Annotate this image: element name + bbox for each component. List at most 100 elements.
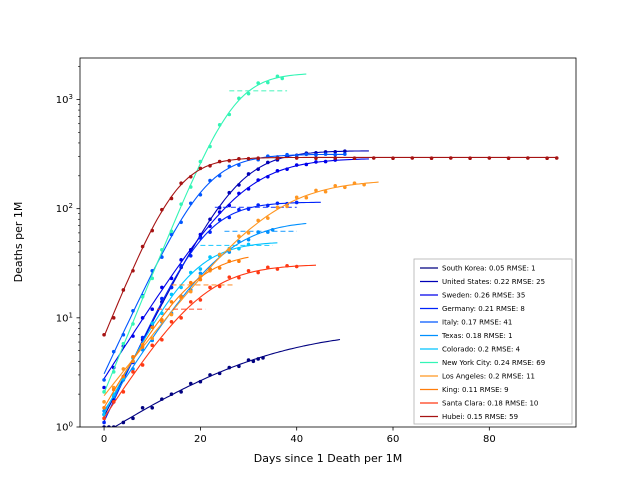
- data-point: [198, 267, 203, 271]
- legend-label: Santa Clara: 0.18 RMSE: 10: [442, 400, 538, 408]
- data-point: [256, 81, 260, 85]
- legend-item-king: King: 0.11 RMSE: 9: [420, 386, 509, 394]
- data-point: [256, 178, 260, 182]
- data-point: [198, 192, 203, 197]
- data-point: [121, 341, 126, 346]
- legend-label: Colorado: 0.2 RMSE: 4: [442, 346, 521, 354]
- data-point: [545, 156, 549, 160]
- data-point: [160, 247, 164, 252]
- data-point: [280, 76, 285, 81]
- data-point: [246, 268, 251, 273]
- data-point: [227, 275, 232, 279]
- data-point: [266, 80, 270, 85]
- data-point: [140, 345, 145, 349]
- data-point: [217, 284, 222, 289]
- data-point: [506, 156, 511, 160]
- data-point: [188, 280, 193, 285]
- data-point: [333, 149, 338, 154]
- x-tick-label: 80: [483, 434, 496, 445]
- data-point: [343, 185, 347, 190]
- data-point: [294, 264, 299, 269]
- data-point: [150, 276, 155, 281]
- data-point: [121, 420, 126, 425]
- data-point: [102, 425, 106, 427]
- data-point: [102, 385, 106, 390]
- fit-line: [103, 264, 317, 419]
- data-point: [362, 182, 366, 187]
- data-point: [237, 191, 241, 196]
- data-point: [275, 169, 280, 173]
- data-point: [121, 367, 126, 371]
- data-point: [256, 270, 260, 275]
- data-point: [188, 185, 193, 189]
- data-point: [285, 152, 289, 157]
- data-point: [314, 153, 318, 157]
- series-santa-clara: [102, 263, 317, 421]
- data-point: [102, 420, 106, 425]
- data-point: [429, 156, 434, 160]
- data-point: [169, 392, 174, 396]
- data-point: [198, 271, 203, 276]
- fit-line: [103, 181, 379, 397]
- y-tick-label: 102: [56, 202, 73, 215]
- data-point: [275, 74, 280, 79]
- series-germany: [102, 200, 321, 425]
- data-point: [246, 91, 251, 96]
- data-point: [256, 203, 260, 207]
- data-point: [352, 181, 357, 186]
- data-point: [208, 255, 212, 259]
- data-point: [208, 267, 212, 271]
- legend-label: South Korea: 0.05 RMSE: 1: [442, 265, 536, 273]
- data-point: [160, 285, 164, 290]
- data-point: [150, 336, 155, 341]
- data-point: [246, 207, 251, 211]
- data-point: [314, 188, 318, 193]
- legend-label: Sweden: 0.26 RMSE: 35: [442, 292, 525, 300]
- data-point: [333, 152, 338, 157]
- data-point: [131, 334, 135, 338]
- data-point: [217, 218, 222, 222]
- data-point: [111, 387, 116, 392]
- data-point: [160, 311, 164, 316]
- data-point: [333, 183, 338, 188]
- data-point: [275, 156, 280, 160]
- data-point: [179, 316, 183, 320]
- data-point: [208, 144, 212, 149]
- data-point: [208, 285, 212, 290]
- data-point: [256, 218, 260, 223]
- data-point: [208, 373, 212, 377]
- data-point: [121, 332, 126, 337]
- data-point: [294, 195, 299, 200]
- data-point: [160, 296, 164, 301]
- data-point: [270, 228, 275, 232]
- data-point: [237, 163, 241, 167]
- data-point: [246, 156, 251, 161]
- data-point: [169, 312, 174, 317]
- data-point: [140, 405, 145, 410]
- legend-item-italy: Italy: 0.17 RMSE: 41: [420, 319, 512, 327]
- data-point: [266, 160, 270, 165]
- data-point: [188, 300, 193, 304]
- legend-box: [413, 258, 573, 425]
- legend-label: Germany: 0.21 RMSE: 8: [442, 305, 525, 313]
- data-point: [188, 270, 193, 275]
- data-point: [391, 156, 395, 160]
- data-point: [246, 237, 251, 242]
- data-point: [208, 164, 212, 168]
- data-point: [487, 156, 492, 160]
- data-point: [169, 232, 174, 237]
- data-point: [261, 356, 265, 360]
- data-point: [237, 207, 241, 212]
- series-new-york-city: [102, 73, 307, 394]
- data-point: [217, 252, 222, 257]
- data-point: [237, 364, 241, 369]
- data-point: [227, 215, 232, 220]
- data-point: [294, 156, 299, 160]
- data-point: [246, 358, 251, 362]
- data-point: [131, 308, 135, 313]
- legend-item-santa-clara: Santa Clara: 0.18 RMSE: 10: [420, 400, 538, 408]
- fit-line: [103, 256, 249, 408]
- plot-area: 100 101 102 103 0 20 40 60 80: [56, 57, 577, 445]
- x-tick-label: 0: [101, 434, 107, 445]
